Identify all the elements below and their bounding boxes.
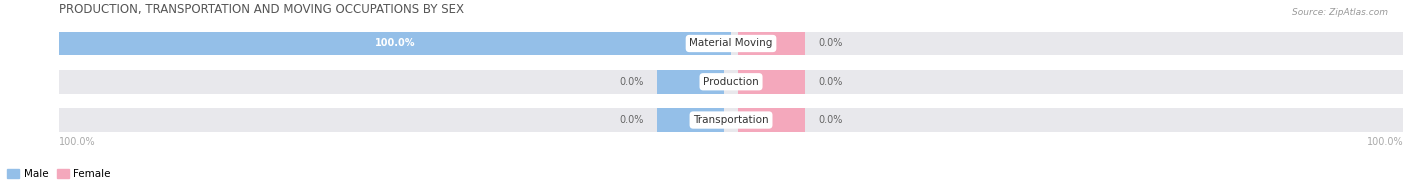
Text: 0.0%: 0.0% xyxy=(818,77,842,87)
Bar xyxy=(738,108,806,132)
Bar xyxy=(59,32,1403,55)
Text: Transportation: Transportation xyxy=(693,115,769,125)
Bar xyxy=(738,32,806,55)
Text: 0.0%: 0.0% xyxy=(818,115,842,125)
Text: 0.0%: 0.0% xyxy=(619,115,644,125)
Legend: Male, Female: Male, Female xyxy=(3,165,115,183)
Bar xyxy=(59,108,1403,132)
Text: Source: ZipAtlas.com: Source: ZipAtlas.com xyxy=(1292,8,1388,17)
Text: Material Moving: Material Moving xyxy=(689,38,773,48)
Text: 0.0%: 0.0% xyxy=(619,77,644,87)
Bar xyxy=(657,108,724,132)
Text: PRODUCTION, TRANSPORTATION AND MOVING OCCUPATIONS BY SEX: PRODUCTION, TRANSPORTATION AND MOVING OC… xyxy=(59,3,464,16)
Bar xyxy=(738,70,806,94)
Text: 100.0%: 100.0% xyxy=(1367,137,1403,147)
Text: 100.0%: 100.0% xyxy=(374,38,415,48)
Text: 0.0%: 0.0% xyxy=(818,38,842,48)
Text: 100.0%: 100.0% xyxy=(59,137,96,147)
Bar xyxy=(657,70,724,94)
Bar xyxy=(657,32,724,55)
Bar xyxy=(59,32,731,55)
Bar xyxy=(59,70,1403,94)
Text: Production: Production xyxy=(703,77,759,87)
